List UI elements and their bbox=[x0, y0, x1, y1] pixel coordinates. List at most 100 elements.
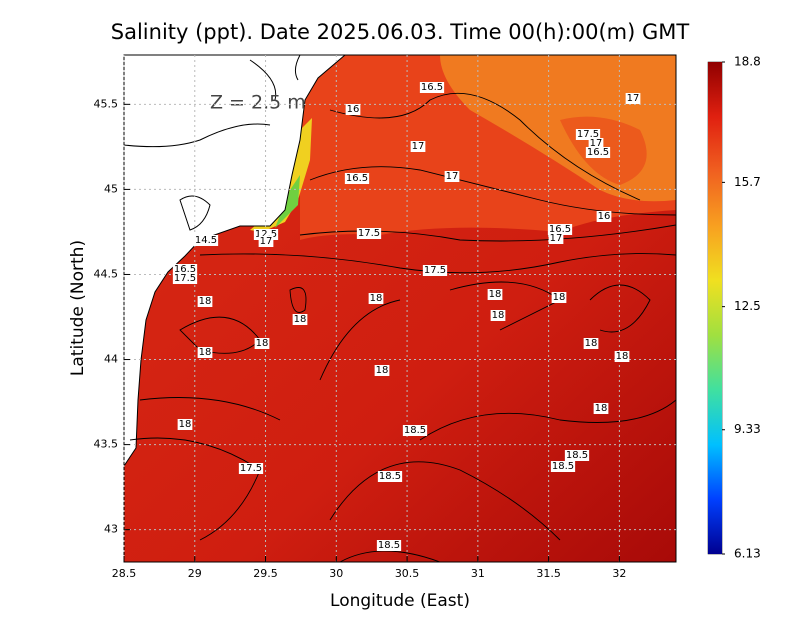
y-tick-label: 45 bbox=[104, 182, 118, 195]
contour-label: 18 bbox=[256, 338, 269, 349]
contour-label-bg bbox=[625, 93, 641, 104]
x-tick-label: 29 bbox=[188, 567, 202, 580]
contour-label-bg bbox=[614, 351, 630, 362]
contour-label-bg bbox=[575, 129, 601, 140]
contour-label: 16.5 bbox=[421, 82, 443, 93]
contour-label: 18 bbox=[492, 310, 505, 321]
contour-label: 18 bbox=[585, 338, 598, 349]
contour-label-bg bbox=[490, 310, 506, 321]
contour-label-bg bbox=[193, 235, 219, 246]
x-tick-label: 32 bbox=[612, 567, 626, 580]
contour-label: 18.5 bbox=[379, 471, 401, 482]
contour-label: 17.5 bbox=[577, 129, 599, 140]
contour-label: 18 bbox=[199, 347, 212, 358]
contour-label: 16.5 bbox=[549, 224, 571, 235]
contour-label: 17 bbox=[446, 171, 459, 182]
contour-label-bg bbox=[172, 273, 198, 284]
contour-label: 16.5 bbox=[174, 264, 196, 275]
contour-label-bg bbox=[419, 82, 445, 93]
y-tick-label: 44 bbox=[104, 353, 118, 366]
contour-label-bg bbox=[487, 289, 503, 300]
contour-label-bg bbox=[376, 540, 402, 551]
contour-label-bg bbox=[254, 338, 270, 349]
contour-label: 17.5 bbox=[174, 273, 196, 284]
contour-label: 16.5 bbox=[346, 173, 368, 184]
colorbar-tick-label: 18.8 bbox=[734, 55, 761, 69]
contour-label: 17.5 bbox=[240, 463, 262, 474]
contour-label: 18 bbox=[553, 292, 566, 303]
contour-label: 16 bbox=[598, 211, 611, 222]
contour-label-bg bbox=[258, 236, 274, 247]
chart-title: Salinity (ppt). Date 2025.06.03. Time 00… bbox=[111, 20, 690, 44]
contour-label: 18 bbox=[376, 365, 389, 376]
contour-label: 17.5 bbox=[424, 265, 446, 276]
plot-frame bbox=[123, 54, 677, 563]
contour-label-bg bbox=[197, 347, 213, 358]
contour-label-bg bbox=[368, 293, 384, 304]
contour-label: 18 bbox=[370, 293, 383, 304]
contour-label-bg bbox=[410, 141, 426, 152]
contour-label-bg bbox=[402, 425, 428, 436]
contour-label: 16.5 bbox=[587, 147, 609, 158]
contour-label: 18 bbox=[616, 351, 629, 362]
contour-label-bg bbox=[422, 265, 448, 276]
y-tick-label: 43 bbox=[104, 523, 118, 536]
contour-label: 17 bbox=[590, 138, 603, 149]
contour-label-bg bbox=[593, 403, 609, 414]
contour-label-bg bbox=[377, 471, 403, 482]
contour-label-bg bbox=[356, 228, 382, 239]
contour-label: 18.5 bbox=[566, 450, 588, 461]
contour-label: 17 bbox=[412, 141, 425, 152]
colorbar-tick-label: 12.5 bbox=[734, 299, 761, 313]
y-tick-label: 43.5 bbox=[94, 438, 119, 451]
x-tick-label: 31 bbox=[471, 567, 485, 580]
contour-label-bg bbox=[596, 211, 612, 222]
contour-label-bg bbox=[238, 463, 264, 474]
contour-label-bg bbox=[374, 365, 390, 376]
contour-label-bg bbox=[551, 292, 567, 303]
contour-label: 18 bbox=[489, 289, 502, 300]
contour-label: 17 bbox=[260, 236, 273, 247]
colorbar-tick-label: 9.33 bbox=[734, 422, 761, 436]
contour-label-bg bbox=[588, 138, 604, 149]
y-axis-label: Latitude (North) bbox=[68, 240, 88, 376]
contour-label: 18 bbox=[199, 296, 212, 307]
colorbar bbox=[708, 62, 722, 554]
contour-label-bg bbox=[177, 419, 193, 430]
contour-label: 12.5 bbox=[255, 229, 277, 240]
x-tick-label: 29.5 bbox=[253, 567, 278, 580]
contour-label-bg bbox=[172, 264, 198, 275]
contour-label-bg bbox=[197, 296, 213, 307]
x-tick-label: 31.5 bbox=[536, 567, 561, 580]
contour-label-bg bbox=[583, 338, 599, 349]
depth-label: Z = 2.5 m bbox=[210, 92, 306, 114]
contour-label: 18.5 bbox=[552, 461, 574, 472]
contour-label: 18.5 bbox=[378, 540, 400, 551]
colorbar-tick-label: 15.7 bbox=[734, 175, 761, 189]
contour-label-bg bbox=[547, 224, 573, 235]
contour-label: 18 bbox=[595, 403, 608, 414]
x-axis-label: Longitude (East) bbox=[330, 591, 470, 611]
contour-label-bg bbox=[548, 233, 564, 244]
x-tick-label: 30.5 bbox=[395, 567, 420, 580]
contour-label-bg bbox=[444, 171, 460, 182]
contour-label-bg bbox=[564, 450, 590, 461]
x-tick-label: 28.5 bbox=[112, 567, 137, 580]
contour-label-bg bbox=[344, 173, 370, 184]
contour-label: 17.5 bbox=[358, 228, 380, 239]
contour-label-bg bbox=[345, 104, 361, 115]
contour-label: 14.5 bbox=[195, 235, 217, 246]
contour-label: 17 bbox=[627, 93, 640, 104]
y-tick-label: 45.5 bbox=[94, 97, 119, 110]
contour-label: 18 bbox=[179, 419, 192, 430]
colorbar-tick-label: 6.13 bbox=[734, 547, 761, 561]
y-tick-label: 44.5 bbox=[94, 267, 119, 280]
contour-label-bg bbox=[292, 314, 308, 325]
contour-label: 18.5 bbox=[404, 425, 426, 436]
contour-label-bg bbox=[253, 229, 279, 240]
contour-label-bg bbox=[550, 461, 576, 472]
contour-label-bg bbox=[585, 147, 611, 158]
x-tick-label: 30 bbox=[329, 567, 343, 580]
contour-label: 16 bbox=[347, 104, 360, 115]
